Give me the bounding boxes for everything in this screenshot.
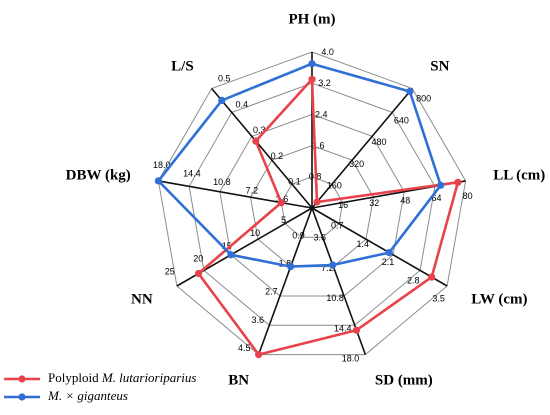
data-point: [194, 269, 203, 278]
tick-label: 0.2: [271, 151, 284, 161]
legend: Polyploid M. lutarioriparius M. × gigante…: [4, 370, 196, 403]
legend-swatch-marker: [18, 393, 26, 401]
series-line-1: [197, 78, 460, 356]
tick-label: 0.3: [253, 125, 266, 135]
tick-label: 10.8: [326, 293, 344, 303]
legend-label: M. × giganteus: [47, 388, 128, 403]
axis-label: SD (mm): [375, 372, 433, 388]
data-point: [218, 96, 226, 104]
tick-label: 3.6: [252, 315, 265, 325]
tick-label: 18.0: [153, 160, 171, 170]
data-point: [308, 75, 316, 83]
spoke-9: [211, 87, 313, 209]
axis-labels: PH (m) SN LL (cm) LW (cm) SD (mm) BN NN DBW (kg…: [66, 11, 546, 388]
data-point: [454, 178, 462, 186]
tick-label: 64: [431, 193, 441, 203]
data-point: [255, 351, 263, 359]
tick-label: 0.5: [218, 73, 231, 83]
tick-label: 14.4: [334, 323, 352, 333]
axis-label: PH (m): [288, 11, 335, 27]
axis-label: NN: [131, 291, 153, 307]
tick-label: 1.8: [279, 259, 292, 269]
tick-label: 20: [193, 254, 203, 264]
tick-label: 10: [250, 228, 260, 238]
tick-label: 480: [371, 137, 386, 147]
data-point: [437, 181, 445, 189]
data-point: [406, 87, 414, 96]
tick-label: 3.6: [313, 233, 326, 243]
data-point: [154, 177, 162, 185]
tick-label: 15: [222, 241, 232, 251]
data-point: [329, 261, 337, 269]
tick-label: 0.7: [331, 221, 344, 231]
tick-label: 7.2: [246, 185, 259, 195]
tick-label: 4.5: [238, 343, 251, 353]
series-line-2: [157, 62, 443, 268]
spoke-4: [311, 207, 448, 287]
tick-label: 7.2: [321, 263, 334, 273]
grid-ring-5: [157, 51, 467, 356]
axis-label: SN: [430, 58, 449, 74]
grid-ring-4: [188, 82, 436, 326]
spoke-8: [158, 180, 313, 209]
grid-ring-1: [280, 176, 344, 238]
tick-label: 160: [327, 181, 342, 191]
data-point: [313, 198, 321, 206]
tick-label: 0.4: [235, 99, 248, 109]
tick-label: 80: [463, 191, 473, 201]
tick-label: 1.6: [312, 140, 325, 150]
tick-label: 640: [394, 115, 409, 125]
tick-label: 2.1: [382, 257, 395, 267]
tick-label: 0.9: [292, 230, 305, 240]
series-layer: [154, 60, 462, 359]
tick-label: 48: [400, 195, 410, 205]
axis-label: L/S: [171, 58, 194, 74]
data-point: [352, 326, 361, 334]
data-point: [227, 251, 235, 259]
legend-label: Polyploid M. lutarioriparius: [48, 370, 196, 385]
tick-label: 3.5: [432, 293, 445, 303]
tick-label: 25: [165, 266, 175, 276]
data-point: [252, 137, 260, 145]
data-point: [428, 273, 436, 281]
spoke-2: [311, 87, 413, 209]
tick-label: 320: [349, 159, 364, 169]
axis-label: BN: [228, 372, 249, 388]
data-point: [287, 263, 295, 271]
tick-label: 4.0: [321, 47, 334, 57]
tick-label: 3.6: [276, 194, 289, 204]
tick-label: 14.4: [183, 169, 201, 179]
tick-label: 2.8: [407, 275, 420, 285]
tick-label: 2.4: [315, 109, 328, 119]
tick-label: 0.1: [288, 177, 301, 187]
radar-grid: [157, 51, 467, 356]
tick-label: 18.0: [342, 354, 360, 364]
tick-label: 1.4: [356, 239, 369, 249]
axis-label: LL (cm): [493, 167, 545, 183]
tick-label: 800: [416, 93, 431, 103]
tick-label: 3.2: [318, 78, 331, 88]
legend-swatch-marker: [18, 375, 26, 383]
spoke-6: [257, 207, 313, 355]
grid-ring-3: [219, 113, 405, 297]
tick-label: 2.7: [265, 287, 278, 297]
axis-label: DBW (kg): [66, 167, 131, 183]
tick-label: 5: [281, 215, 286, 225]
data-point: [308, 60, 316, 68]
tick-label: 10.8: [213, 177, 231, 187]
tick-label: 16: [338, 200, 348, 210]
data-point: [385, 249, 393, 257]
axis-label: LW (cm): [471, 291, 527, 307]
tick-label: 32: [369, 198, 379, 208]
data-point: [277, 199, 285, 207]
